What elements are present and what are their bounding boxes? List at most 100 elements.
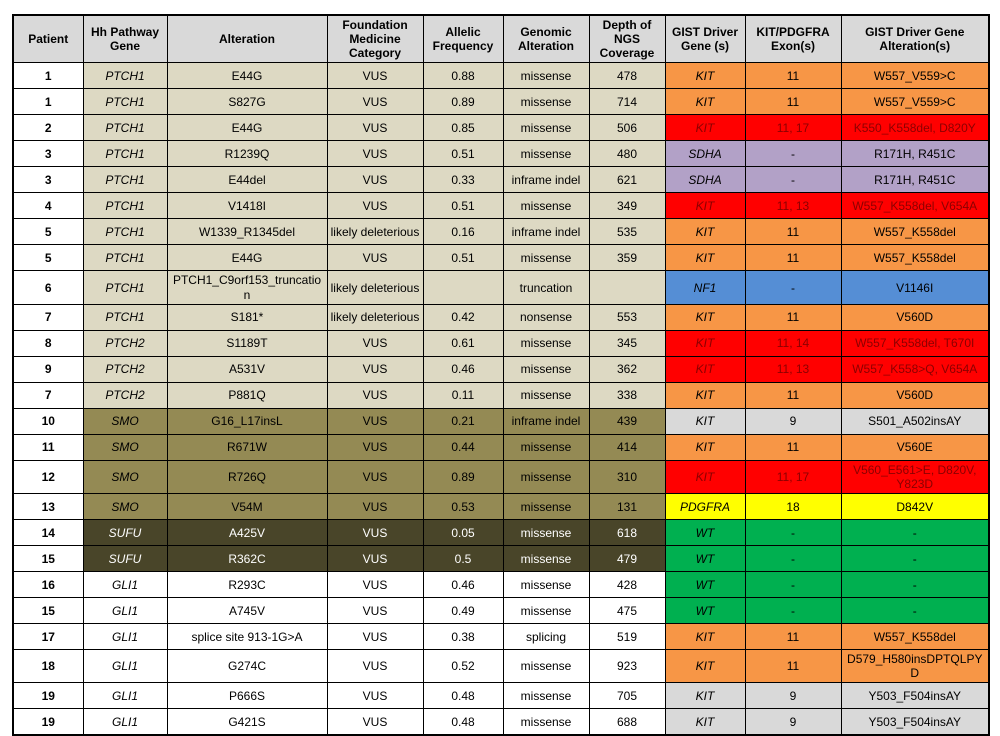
genomic-cell: missense xyxy=(502,62,590,90)
exons-cell: - xyxy=(744,140,842,168)
table-row: 4 PTCH1 V1418I VUS 0.51 missense 349 KIT 11, 13 W… xyxy=(12,192,990,220)
alteration-cell: R293C xyxy=(166,571,328,599)
category-cell: VUS xyxy=(326,88,424,116)
exons-cell: 11 xyxy=(744,218,842,246)
table-row: 12 SMO R726Q VUS 0.89 missense 310 KIT 11, 17 V56… xyxy=(12,459,990,495)
gene-cell: PTCH1 xyxy=(82,303,168,331)
driver-cell: SDHA xyxy=(664,166,746,194)
alteration-cell: splice site 913-1G>A xyxy=(166,623,328,651)
patient-cell: 1 xyxy=(12,62,84,90)
freq-cell: 0.85 xyxy=(422,114,504,142)
genomic-cell: missense xyxy=(502,88,590,116)
col-header-exons: KIT/PDGFRA Exon(s) xyxy=(744,14,842,64)
driver-cell: KIT xyxy=(664,708,746,736)
category-cell: VUS xyxy=(326,114,424,142)
alteration-cell: V54M xyxy=(166,493,328,521)
gene-cell: PTCH2 xyxy=(82,381,168,409)
driver_alt-cell: D842V xyxy=(840,493,990,521)
genomic-cell: missense xyxy=(502,597,590,625)
genomic-cell: missense xyxy=(502,682,590,710)
patient-cell: 10 xyxy=(12,407,84,435)
exons-cell: 11 xyxy=(744,623,842,651)
freq-cell: 0.5 xyxy=(422,545,504,573)
patient-cell: 5 xyxy=(12,244,84,272)
gene-cell: PTCH1 xyxy=(82,270,168,305)
category-cell: VUS xyxy=(326,571,424,599)
exons-cell: 11 xyxy=(744,88,842,116)
depth-cell: 705 xyxy=(588,682,666,710)
driver_alt-cell: W557_V559>C xyxy=(840,62,990,90)
driver-cell: KIT xyxy=(664,114,746,142)
driver_alt-cell: W557_K558>Q, V654A xyxy=(840,355,990,383)
freq-cell: 0.38 xyxy=(422,623,504,651)
table-body: 1 PTCH1 E44G VUS 0.88 missense 478 KIT 11 W557_V5… xyxy=(12,62,990,736)
category-cell: VUS xyxy=(326,459,424,495)
depth-cell: 714 xyxy=(588,88,666,116)
exons-cell: 11 xyxy=(744,62,842,90)
depth-cell: 131 xyxy=(588,493,666,521)
freq-cell: 0.89 xyxy=(422,88,504,116)
alteration-cell: E44G xyxy=(166,114,328,142)
freq-cell: 0.48 xyxy=(422,708,504,736)
freq-cell: 0.48 xyxy=(422,682,504,710)
alteration-cell: P881Q xyxy=(166,381,328,409)
genomic-cell: nonsense xyxy=(502,303,590,331)
exons-cell: 9 xyxy=(744,407,842,435)
patient-cell: 11 xyxy=(12,433,84,461)
table-row: 3 PTCH1 R1239Q VUS 0.51 missense 480 SDHA - R171H… xyxy=(12,140,990,168)
depth-cell: 338 xyxy=(588,381,666,409)
depth-cell: 506 xyxy=(588,114,666,142)
exons-cell: 11, 17 xyxy=(744,459,842,495)
driver-cell: WT xyxy=(664,545,746,573)
driver-cell: KIT xyxy=(664,459,746,495)
col-header-genomic: Genomic Alteration xyxy=(502,14,590,64)
driver-cell: KIT xyxy=(664,682,746,710)
depth-cell: 475 xyxy=(588,597,666,625)
depth-cell: 349 xyxy=(588,192,666,220)
gene-cell: PTCH1 xyxy=(82,166,168,194)
freq-cell: 0.49 xyxy=(422,597,504,625)
driver-cell: KIT xyxy=(664,192,746,220)
depth-cell: 359 xyxy=(588,244,666,272)
genomic-cell: missense xyxy=(502,459,590,495)
driver_alt-cell: Y503_F504insAY xyxy=(840,682,990,710)
table-row: 7 PTCH1 S181* likely deleterious 0.42 nonsens… xyxy=(12,303,990,331)
freq-cell: 0.88 xyxy=(422,62,504,90)
freq-cell: 0.51 xyxy=(422,140,504,168)
table-row: 7 PTCH2 P881Q VUS 0.11 missense 338 KIT 11 V560D xyxy=(12,381,990,409)
driver_alt-cell: K550_K558del, D820Y xyxy=(840,114,990,142)
driver_alt-cell: - xyxy=(840,571,990,599)
col-header-gene: Hh Pathway Gene xyxy=(82,14,168,64)
patient-cell: 6 xyxy=(12,270,84,305)
exons-cell: 11 xyxy=(744,244,842,272)
driver-cell: KIT xyxy=(664,244,746,272)
depth-cell: 345 xyxy=(588,329,666,357)
exons-cell: 11, 17 xyxy=(744,114,842,142)
table-row: 17 GLI1 splice site 913-1G>A VUS 0.38 splicin… xyxy=(12,623,990,651)
patient-cell: 12 xyxy=(12,459,84,495)
freq-cell: 0.89 xyxy=(422,459,504,495)
col-header-category: Foundation Medicine Category xyxy=(326,14,424,64)
driver-cell: KIT xyxy=(664,329,746,357)
driver_alt-cell: V560_E561>E, D820V, Y823D xyxy=(840,459,990,495)
genomic-cell: missense xyxy=(502,571,590,599)
table-row: 11 SMO R671W VUS 0.44 missense 414 KIT 11 V560E xyxy=(12,433,990,461)
depth-cell: 519 xyxy=(588,623,666,651)
depth-cell: 362 xyxy=(588,355,666,383)
alteration-cell: E44G xyxy=(166,244,328,272)
category-cell: VUS xyxy=(326,519,424,547)
exons-cell: 11, 13 xyxy=(744,355,842,383)
gene-cell: PTCH1 xyxy=(82,88,168,116)
category-cell: VUS xyxy=(326,62,424,90)
alteration-cell: E44G xyxy=(166,62,328,90)
gene-cell: GLI1 xyxy=(82,571,168,599)
genomic-cell: truncation xyxy=(502,270,590,305)
patient-cell: 8 xyxy=(12,329,84,357)
exons-cell: - xyxy=(744,270,842,305)
driver_alt-cell: W557_K558del xyxy=(840,218,990,246)
gene-cell: GLI1 xyxy=(82,682,168,710)
patient-cell: 16 xyxy=(12,571,84,599)
alteration-cell: R362C xyxy=(166,545,328,573)
table-row: 5 PTCH1 E44G VUS 0.51 missense 359 KIT 11 W557_K5… xyxy=(12,244,990,272)
driver-cell: WT xyxy=(664,571,746,599)
